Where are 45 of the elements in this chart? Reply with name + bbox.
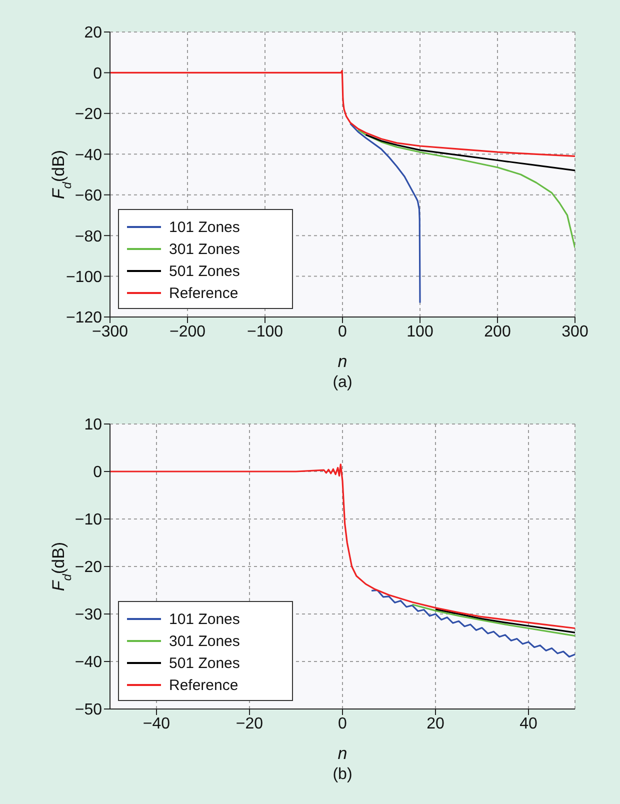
- legend-label: 301 Zones: [169, 240, 240, 258]
- x-tick-label: 0: [338, 715, 348, 732]
- legend-label: 301 Zones: [169, 632, 240, 650]
- line-series: [364, 134, 575, 172]
- line-series: [110, 464, 575, 630]
- x-tick-label: −20: [236, 715, 264, 732]
- y-tick-label: −80: [74, 228, 102, 246]
- y-tick-label: 0: [93, 65, 102, 82]
- y-tick-label: −60: [74, 188, 102, 205]
- legend-label: 501 Zones: [169, 654, 240, 672]
- x-tick-label: 20: [426, 715, 444, 732]
- x-tick-label: 0: [338, 323, 348, 340]
- y-tick-label: −30: [74, 606, 102, 624]
- y-tick-label: 10: [84, 416, 102, 434]
- x-tick-label: 200: [484, 323, 511, 340]
- legend-label: 501 Zones: [169, 262, 240, 280]
- y-tick-label: −40: [74, 146, 102, 164]
- legend-label: 101 Zones: [169, 610, 240, 628]
- x-tick-label: 300: [562, 323, 588, 340]
- line-series: [434, 608, 575, 634]
- y-tick-label: −20: [74, 559, 102, 576]
- line-series: [370, 589, 575, 658]
- x-axis-title: n: [338, 352, 348, 371]
- y-tick-label: 0: [93, 464, 102, 482]
- y-tick-label: −10: [74, 512, 102, 529]
- line-series: [110, 70, 575, 157]
- y-tick-label: 20: [84, 24, 102, 42]
- line-series: [349, 122, 421, 304]
- x-tick-label: 100: [406, 323, 434, 340]
- x-tick-label: −200: [169, 323, 206, 340]
- x-axis-title: n: [338, 744, 348, 763]
- line-series: [357, 128, 575, 249]
- y-tick-label: −40: [74, 654, 102, 672]
- text: (a): [332, 374, 354, 392]
- y-tick-label: −100: [66, 268, 102, 286]
- legend-label: Reference: [169, 676, 238, 694]
- y-tick-label: −50: [74, 702, 102, 719]
- text: (b): [332, 766, 354, 784]
- x-tick-label: 40: [520, 715, 538, 732]
- y-tick-label: −20: [74, 106, 102, 124]
- x-tick-label: −40: [142, 715, 170, 732]
- legend-label: 101 Zones: [169, 218, 240, 236]
- x-tick-label: −100: [246, 323, 284, 340]
- legend-label: Reference: [169, 284, 238, 302]
- line-series: [411, 604, 575, 637]
